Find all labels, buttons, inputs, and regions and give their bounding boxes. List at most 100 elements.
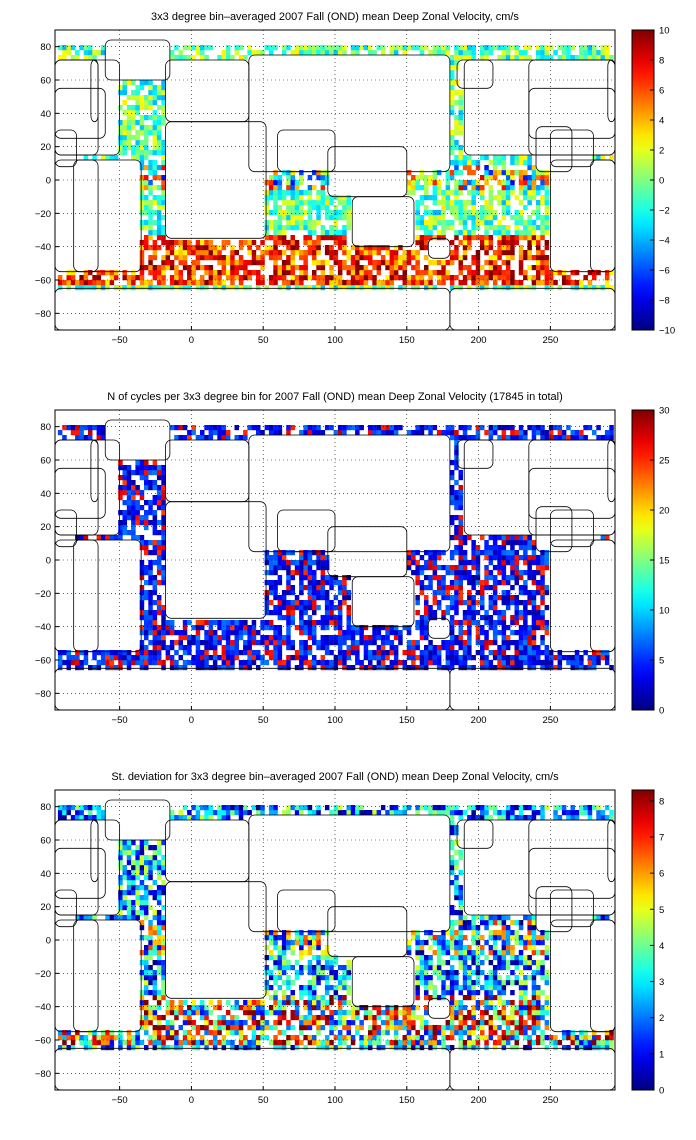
data-cell [277,960,283,966]
data-cell [458,1010,463,1016]
data-cell [135,465,140,471]
data-cell [118,140,123,146]
data-cell [225,620,231,626]
data-cell [419,170,425,176]
data-cell [62,660,67,666]
data-cell [165,1030,171,1036]
data-cell [570,655,575,661]
data-cell [273,425,278,431]
data-cell [161,960,166,966]
data-cell [432,210,438,216]
data-cell [484,640,489,646]
data-cell [277,1015,283,1021]
data-cell [527,560,532,566]
data-cell [204,805,209,811]
data-cell [161,515,166,521]
data-cell [324,50,330,56]
data-cell [346,990,351,996]
data-cell [441,260,446,266]
data-cell [312,255,317,261]
data-cell [505,210,511,216]
data-cell [346,615,351,621]
data-cell [113,275,119,281]
data-cell [191,425,196,431]
data-cell [523,220,528,226]
data-cell [238,285,244,291]
data-cell [432,645,438,651]
data-cell [139,880,145,886]
data-cell [449,825,455,831]
data-cell [475,210,481,216]
data-cell [514,160,519,166]
data-cell [182,660,188,666]
data-cell [286,930,291,936]
data-cell [88,285,93,291]
data-cell [523,225,528,231]
data-cell [294,960,300,966]
data-cell [320,230,326,236]
data-cell [376,250,382,256]
data-cell [161,285,166,291]
data-cell [286,605,291,611]
data-cell [264,610,270,616]
data-cell [221,435,227,441]
data-cell [424,995,429,1001]
data-cell [527,255,532,261]
data-cell [544,260,550,266]
data-cell [144,945,149,951]
data-cell [109,1040,115,1046]
data-cell [355,630,360,636]
data-cell [75,280,80,286]
data-cell [161,965,166,971]
data-cell [299,990,304,996]
data-cell [156,185,162,191]
data-cell [454,945,459,951]
data-cell [368,250,373,256]
data-cell [174,815,179,821]
data-cell [536,210,541,216]
data-cell [286,220,291,226]
data-cell [436,210,442,216]
data-cell [148,575,153,581]
data-cell [178,250,183,256]
data-cell [432,805,438,811]
data-cell [234,275,239,281]
data-cell [195,245,201,251]
data-cell [523,170,528,176]
data-cell [152,645,158,651]
data-cell [139,860,145,866]
data-cell [492,210,498,216]
data-cell [402,50,407,56]
data-cell [428,550,433,556]
data-cell [389,630,395,636]
data-cell [152,655,158,661]
data-cell [316,940,321,946]
data-cell [454,660,459,666]
data-cell [299,560,304,566]
data-cell [376,1010,382,1016]
data-cell [131,270,136,276]
data-cell [264,595,270,601]
data-cell [592,45,597,51]
data-cell [139,540,145,546]
data-cell [131,470,136,476]
data-cell [118,460,123,466]
data-cell [424,205,429,211]
data-cell [467,435,472,441]
data-cell [449,920,455,926]
data-cell [62,50,67,56]
data-cell [415,665,420,671]
data-cell [406,950,412,956]
data-cell [221,270,227,276]
data-cell [294,275,300,281]
data-cell [161,1025,166,1031]
data-cell [480,205,485,211]
data-cell [268,430,274,436]
data-cell [432,190,438,196]
data-cell [195,1030,201,1036]
data-cell [329,580,334,586]
data-cell [350,1010,356,1016]
data-cell [458,580,463,586]
data-cell [540,575,545,581]
data-cell [290,950,295,956]
